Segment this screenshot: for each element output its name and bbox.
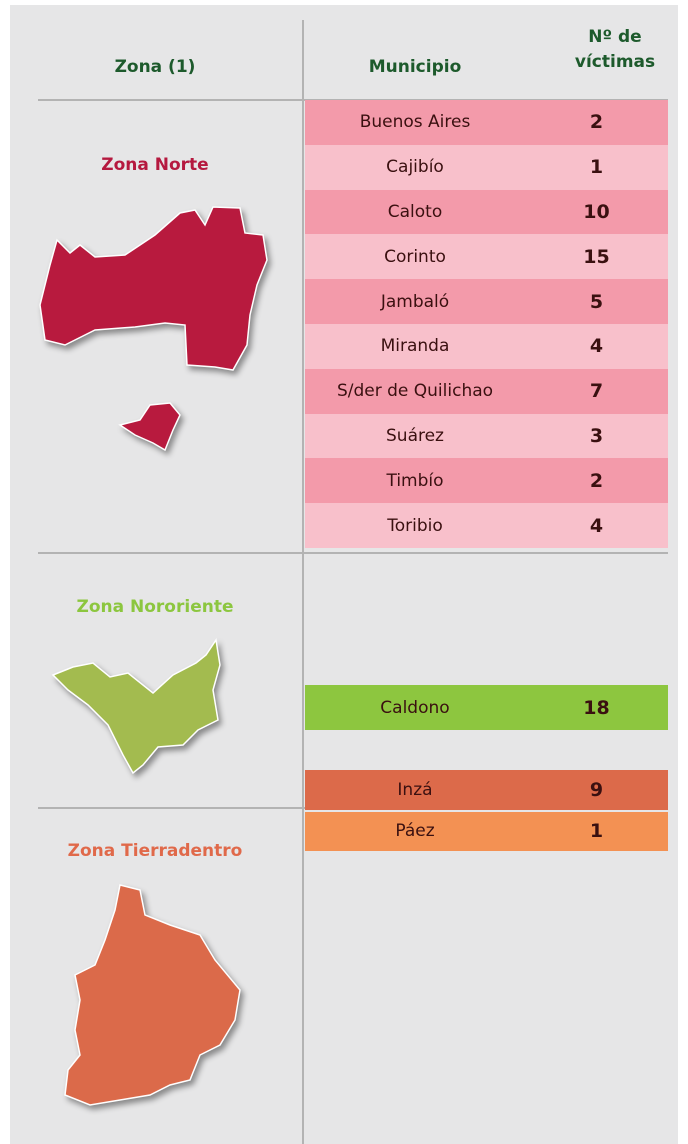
municipality: Toribio	[387, 515, 443, 536]
victims: 4	[589, 335, 604, 358]
victims: 3	[589, 424, 604, 447]
victims: 10	[583, 200, 610, 223]
header-municipality: Municipio	[368, 57, 462, 77]
municipality: Cajibío	[386, 157, 444, 178]
victims: 1	[589, 156, 604, 179]
table-row: Toribio 4	[305, 503, 668, 548]
panel: Zona (1) Municipio Nº de víctimas Zona N…	[10, 5, 678, 1144]
map-nororiente	[51, 637, 221, 775]
municipality: Corinto	[384, 246, 446, 267]
table-row: Miranda 4	[305, 324, 668, 369]
table-row: Caldono 18	[305, 685, 668, 730]
victims: 1	[589, 820, 604, 843]
victims: 15	[583, 245, 610, 268]
table-row: Cajibío 1	[305, 144, 668, 190]
zone-name: Zona Nororiente	[76, 597, 234, 617]
map-tierradentro	[64, 884, 241, 1106]
victims: 7	[589, 380, 604, 403]
municipality: S/der de Quilichao	[336, 381, 494, 402]
municipality: Caloto	[387, 201, 443, 222]
victims: 2	[589, 111, 604, 134]
municipality: Inzá	[397, 779, 433, 800]
table-row: Suárez 3	[305, 413, 668, 459]
victims: 9	[589, 778, 604, 801]
victims: 18	[583, 696, 610, 719]
table-row: Caloto 10	[305, 189, 668, 235]
table-row: Buenos Aires 2	[305, 100, 668, 145]
zone-name: Zona Norte	[101, 155, 209, 175]
row-divider	[38, 552, 668, 554]
victims: 4	[589, 514, 604, 537]
column-divider	[302, 20, 304, 1144]
municipality: Páez	[395, 821, 435, 842]
victims: 5	[589, 290, 604, 313]
map-norte	[39, 206, 268, 452]
header-zone: Zona (1)	[114, 57, 196, 77]
municipality: Suárez	[386, 425, 444, 446]
municipality: Caldono	[380, 697, 450, 718]
victims: 2	[589, 469, 604, 492]
table-row: Páez 1	[305, 811, 668, 851]
table-row: Corinto 15	[305, 234, 668, 280]
table-row: Inzá 9	[305, 770, 668, 810]
table-row: S/der de Quilichao 7	[305, 368, 668, 414]
municipality: Buenos Aires	[359, 112, 471, 133]
header-victims: Nº de víctimas	[574, 27, 656, 72]
table-row: Timbío 2	[305, 458, 668, 504]
municipality: Timbío	[386, 470, 444, 491]
zone-name: Zona Tierradentro	[67, 841, 243, 861]
municipality: Miranda	[380, 336, 450, 357]
municipality: Jambaló	[380, 291, 450, 312]
table-row: Jambaló 5	[305, 279, 668, 324]
